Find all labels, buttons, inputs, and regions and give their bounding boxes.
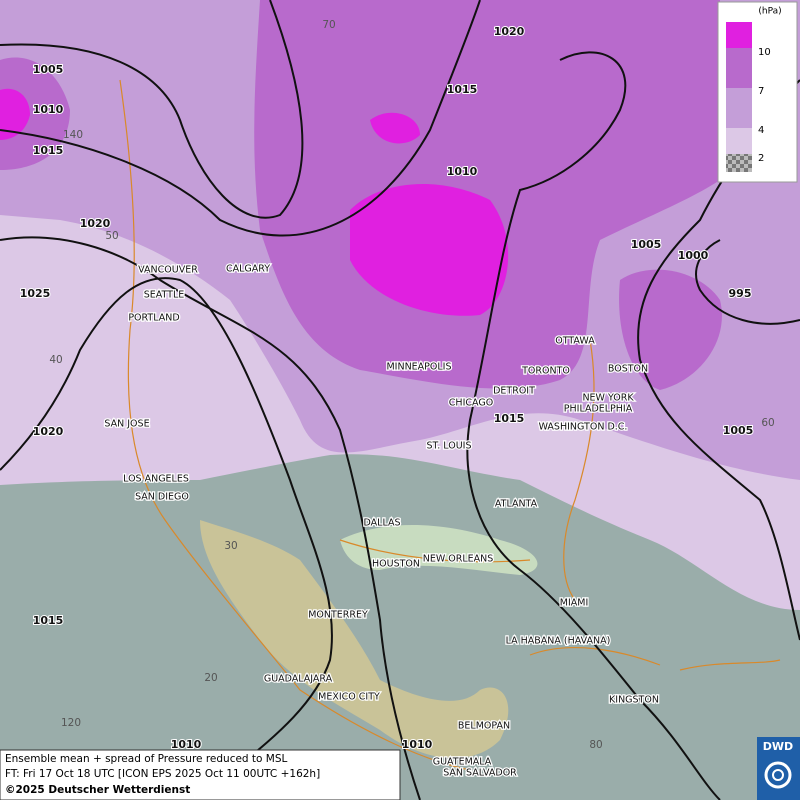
city-label: ST. LOUIS <box>427 441 472 452</box>
legend-tick: 2 <box>758 153 764 164</box>
city-label: LA HABANA (HAVANA) <box>506 636 611 647</box>
isobar-label: 1015 <box>33 614 64 627</box>
isobar-label: 1010 <box>171 738 202 751</box>
logo-text: DWD <box>763 740 793 753</box>
isobar-label: 1020 <box>494 25 525 38</box>
city-label: HOUSTON <box>372 559 420 570</box>
spread-max <box>0 88 30 140</box>
isobar-line <box>0 0 304 219</box>
isobar-line <box>0 277 333 801</box>
isobar-line <box>466 51 721 801</box>
isobar-label: 1015 <box>33 144 64 157</box>
city-label: NEW ORLEANS <box>423 554 494 565</box>
city-label: GUADALAJARA <box>264 674 333 685</box>
city-label: DETROIT <box>493 386 535 397</box>
spread-high <box>0 57 70 170</box>
city-label: SEATTLE <box>144 290 185 301</box>
spread-max <box>350 183 509 316</box>
city-label: MINNEAPOLIS <box>386 362 451 373</box>
footer-text: Ensemble mean + spread of Pressure reduc… <box>5 753 288 765</box>
city-label: MIAMI <box>560 598 589 609</box>
grid-label: 50 <box>105 230 118 242</box>
city-label: BELMOPAN <box>458 721 510 732</box>
isobar-label: 1005 <box>631 238 662 251</box>
isobar-label: 1005 <box>33 63 64 76</box>
isobar-label: 1005 <box>723 424 754 437</box>
city-label: NEW YORK <box>582 393 634 404</box>
isobar-label: 1025 <box>20 287 51 300</box>
isobar-label: 1010 <box>402 738 433 751</box>
city-label: DALLAS <box>364 518 401 529</box>
legend-swatch <box>726 88 752 128</box>
legend-swatch <box>726 154 752 172</box>
city-label: GUATEMALA <box>433 757 492 768</box>
city-label: ATLANTA <box>495 499 538 510</box>
grid-label: 20 <box>204 672 217 684</box>
city-label: KINGSTON <box>609 695 659 706</box>
city-label: MEXICO CITY <box>318 692 380 703</box>
footer-text: ©2025 Deutscher Wetterdienst <box>5 784 190 796</box>
city-label: BOSTON <box>608 364 648 375</box>
grid-label: 140 <box>63 129 83 141</box>
footer-text: FT: Fri 17 Oct 18 UTC [ICON EPS 2025 Oct… <box>5 768 320 780</box>
isobar-line <box>695 239 800 325</box>
isobar-line <box>0 236 421 801</box>
isobar-label: 1000 <box>678 249 709 262</box>
isobar-label: 1015 <box>447 83 478 96</box>
city-label: WASHINGTON D.C. <box>539 422 628 433</box>
coastline <box>119 79 595 771</box>
city-label: SAN JOSE <box>104 419 149 430</box>
city-label: PORTLAND <box>128 313 179 324</box>
isobar-label: 1020 <box>33 425 64 438</box>
legend-tick: 7 <box>758 86 764 97</box>
grid-label: 70 <box>322 19 335 31</box>
legend-swatch <box>726 22 752 48</box>
grid-label: 80 <box>589 739 602 751</box>
logo-icon <box>764 761 792 789</box>
city-label: SAN SALVADOR <box>443 768 517 779</box>
isobar-line <box>0 0 481 237</box>
city-label: CALGARY <box>226 264 270 275</box>
logo-icon <box>772 769 784 781</box>
legend-unit: (hPa) <box>758 7 781 17</box>
spread-max <box>370 112 420 144</box>
city-label: OTTAWA <box>555 336 595 347</box>
city-label: VANCOUVER <box>138 265 198 276</box>
grid-label: 30 <box>224 540 237 552</box>
grid-label: 120 <box>61 717 81 729</box>
logo-box <box>757 737 800 800</box>
city-label: TORONTO <box>521 366 570 377</box>
isobar-label: 995 <box>729 287 752 300</box>
spread-high <box>254 0 720 389</box>
city-label: SAN DIEGO <box>135 492 189 503</box>
isobar-label: 1015 <box>494 412 525 425</box>
coastline <box>529 646 781 671</box>
grid-label: 60 <box>761 417 774 429</box>
legend-tick: 10 <box>758 47 771 58</box>
legend-swatch <box>726 48 752 88</box>
footer-box <box>0 749 401 801</box>
city-label: LOS ANGELES <box>123 474 189 485</box>
isobar-label: 1020 <box>80 217 111 230</box>
land-gulf-coast <box>340 525 538 575</box>
land-mexico <box>200 520 509 759</box>
legend-tick: 4 <box>758 125 764 136</box>
grid-label: 40 <box>49 354 62 366</box>
legend-swatch <box>726 128 752 154</box>
city-label: MONTERREY <box>308 610 368 621</box>
city-label: PHILADELPHIA <box>564 404 633 415</box>
city-label: CHICAGO <box>449 398 493 409</box>
isobar-label: 1010 <box>447 165 478 178</box>
isobar-label: 1010 <box>33 103 64 116</box>
